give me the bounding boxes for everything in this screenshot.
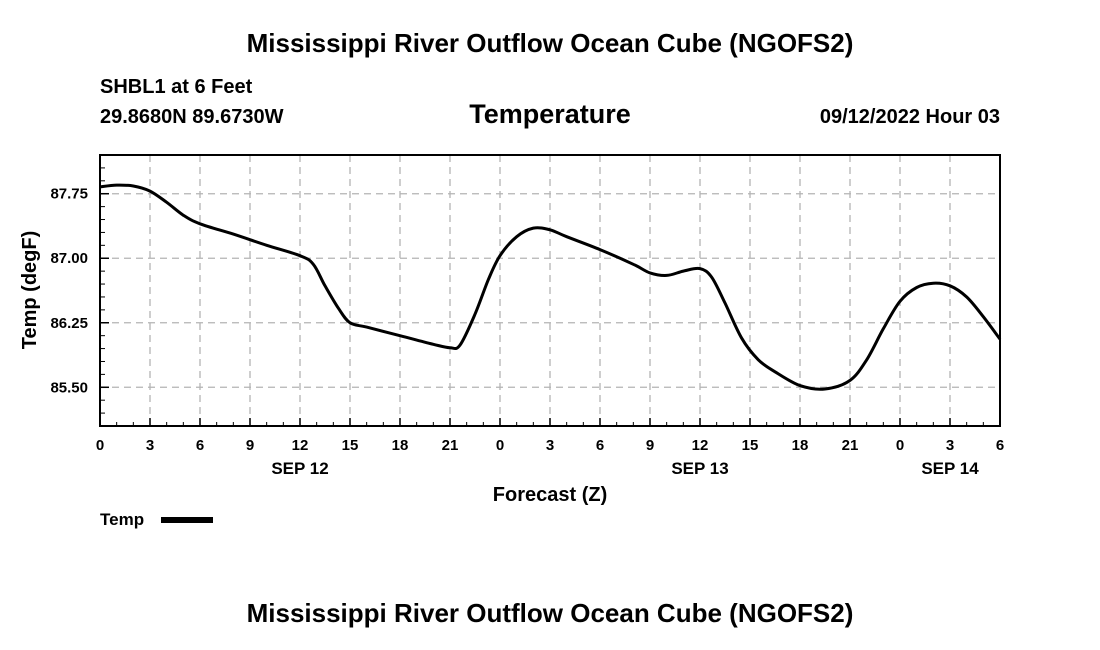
series-line-temp (99, 183, 1002, 391)
y-tick-label: 85.50 (50, 379, 88, 396)
page-title: Mississippi River Outflow Ocean Cube (NG… (246, 28, 854, 58)
date-label: SEP 13 (671, 459, 728, 478)
x-tick-label: 21 (842, 437, 859, 454)
x-tick-label: 6 (596, 437, 604, 454)
forecast-timestamp: 09/12/2022 Hour 03 (819, 106, 1000, 128)
y-axis-label: Temp (degF) (19, 231, 41, 350)
x-tick-label: 18 (392, 437, 409, 454)
x-tick-label: 3 (946, 437, 954, 454)
y-tick-label: 87.00 (50, 250, 88, 267)
legend-label: Temp (100, 510, 144, 529)
x-tick-label: 21 (442, 437, 459, 454)
footer-title: Mississippi River Outflow Ocean Cube (NG… (246, 598, 854, 628)
y-tick-label: 87.75 (50, 186, 88, 203)
x-tick-label: 15 (342, 437, 359, 454)
x-tick-label: 3 (546, 437, 554, 454)
station-coords: 29.8680N 89.6730W (100, 106, 284, 128)
x-tick-label: 9 (246, 437, 254, 454)
x-tick-label: 0 (496, 437, 504, 454)
x-tick-label: 15 (742, 437, 759, 454)
y-tick-label: 86.25 (50, 315, 88, 332)
x-tick-label: 18 (792, 437, 809, 454)
plot-frame (99, 154, 1001, 427)
variable-title: Temperature (469, 99, 631, 129)
x-tick-label: 0 (896, 437, 904, 454)
x-tick-label: 3 (146, 437, 154, 454)
date-label: SEP 14 (921, 459, 979, 478)
station-label: SHBL1 at 6 Feet (100, 76, 253, 98)
date-label: SEP 12 (271, 459, 328, 478)
x-tick-label: 6 (196, 437, 204, 454)
x-tick-label: 12 (692, 437, 709, 454)
x-tick-label: 0 (96, 437, 104, 454)
x-axis-label: Forecast (Z) (493, 484, 607, 506)
x-tick-label: 6 (996, 437, 1004, 454)
x-tick-label: 12 (292, 437, 309, 454)
legend-swatch (161, 517, 213, 523)
x-tick-label: 9 (646, 437, 654, 454)
